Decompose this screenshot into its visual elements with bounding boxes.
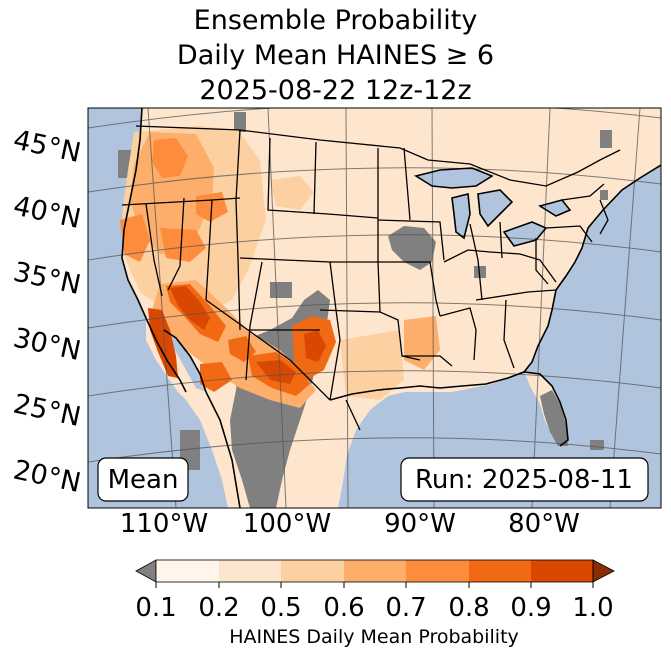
lat-label-30: 30°N [11, 323, 84, 367]
colorbar-bin-7 [531, 560, 593, 582]
stat-box [97, 457, 189, 502]
colorbar-bin-5 [406, 560, 469, 582]
run-box-label: Run: 2025-08-11 [415, 465, 633, 495]
colorbar-bin-2 [219, 560, 281, 582]
lon-labels: 110°W 100°W 90°W 80°W [120, 509, 580, 539]
title-line-1: Ensemble Probability [193, 5, 478, 36]
lat-label-45: 45°N [11, 125, 84, 169]
colorbar-ticks [155, 582, 594, 588]
stat-box-label: Mean [108, 465, 179, 495]
lon-label-110: 110°W [120, 509, 208, 539]
colorbar-over-arrow [592, 559, 615, 583]
colorbar-tick-0.1: 0.1 [135, 593, 176, 623]
colorbar-bin-4 [344, 560, 406, 582]
map-area [88, 108, 661, 508]
colorbar-under-arrow [135, 559, 157, 583]
colorbar-frame [155, 559, 594, 583]
colorbar-tick-0.6: 0.6 [323, 593, 364, 623]
graticule [88, 108, 661, 508]
colorbar-tick-0.7: 0.7 [385, 593, 426, 623]
lat-labels: 45°N 40°N 35°N 30°N 25°N 20°N [11, 125, 84, 499]
colorbar-tick-1.0: 1.0 [572, 593, 613, 623]
gulf-of-california [164, 330, 206, 392]
colorbar: 0.1 0.2 0.5 0.6 0.7 0.8 0.9 1.0 HAINES D… [135, 559, 615, 648]
run-box [400, 457, 649, 502]
lat-label-25: 25°N [11, 389, 84, 433]
map-frame [87, 107, 662, 509]
title-line-2: Daily Mean HAINES ≥ 6 [176, 40, 495, 71]
lon-label-100: 100°W [243, 509, 331, 539]
colorbar-tick-labels: 0.1 0.2 0.5 0.6 0.7 0.8 0.9 1.0 [135, 593, 613, 623]
lat-label-40: 40°N [11, 191, 84, 235]
lon-label-90: 90°W [384, 509, 456, 539]
lat-label-35: 35°N [11, 257, 84, 301]
colorbar-tick-0.8: 0.8 [448, 593, 489, 623]
colorbar-label: HAINES Daily Mean Probability [229, 626, 519, 648]
colorbar-tick-0.2: 0.2 [198, 593, 239, 623]
colorbar-tick-0.5: 0.5 [260, 593, 301, 623]
colorbar-bin-6 [469, 560, 531, 582]
colorbar-bin-3 [281, 560, 344, 582]
coastlines [121, 108, 661, 508]
lon-label-80: 80°W [508, 509, 580, 539]
title-line-3: 2025-08-22 12z-12z [199, 75, 472, 106]
colorbar-bin-1 [156, 560, 219, 582]
colorbar-tick-0.9: 0.9 [510, 593, 551, 623]
state-borders [121, 125, 621, 431]
lat-label-20: 20°N [11, 455, 84, 499]
